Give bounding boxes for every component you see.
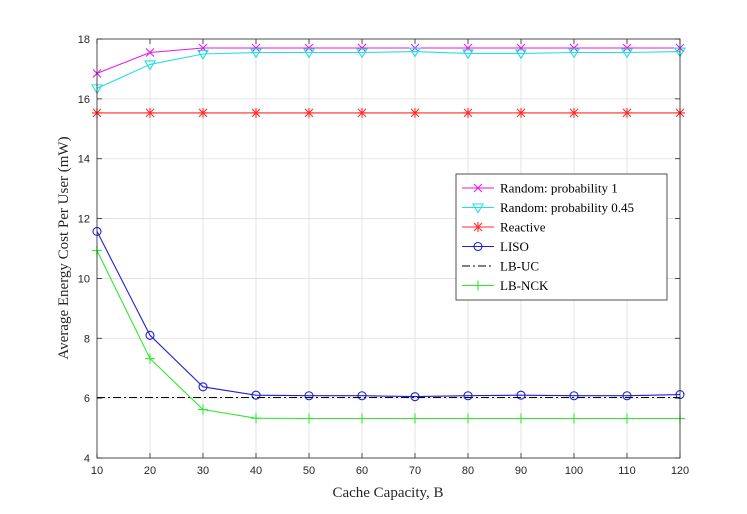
legend-label: LB-UC xyxy=(500,259,539,274)
data-point xyxy=(410,392,420,402)
data-point xyxy=(463,107,473,118)
x-tick-label: 10 xyxy=(91,465,103,477)
data-point xyxy=(303,48,315,59)
legend-item: LISO xyxy=(462,239,529,254)
x-tick-label: 40 xyxy=(250,465,262,477)
data-point xyxy=(251,390,261,400)
data-point xyxy=(198,404,208,415)
series-line xyxy=(96,51,681,89)
data-point xyxy=(463,413,473,424)
plot-frame xyxy=(96,38,681,459)
data-point xyxy=(145,107,155,118)
series-line xyxy=(96,250,680,420)
data-point xyxy=(516,413,526,424)
x-tick-label: 60 xyxy=(356,465,368,477)
data-point xyxy=(473,222,483,232)
legend-item: Random: probability 1 xyxy=(462,181,618,196)
data-point xyxy=(145,48,155,57)
data-point xyxy=(357,391,367,401)
data-point xyxy=(198,382,208,392)
data-point xyxy=(569,107,579,118)
data-point xyxy=(304,413,314,424)
data-point xyxy=(304,391,314,401)
data-point xyxy=(144,60,156,71)
x-tick-label: 120 xyxy=(671,465,689,477)
data-point xyxy=(569,43,579,53)
data-point xyxy=(473,280,483,291)
data-point xyxy=(516,107,526,118)
data-point xyxy=(250,48,262,59)
series-line xyxy=(96,47,680,74)
data-point xyxy=(356,48,368,59)
series-2 xyxy=(92,107,685,118)
y-tick-label: 18 xyxy=(78,34,90,46)
x-tick-label: 20 xyxy=(144,465,156,477)
series-line xyxy=(96,231,681,398)
data-point xyxy=(622,413,632,424)
data-point xyxy=(462,49,474,60)
data-point xyxy=(516,43,526,53)
x-tick-label: 70 xyxy=(409,465,421,477)
data-point xyxy=(622,391,632,401)
x-tick-label: 50 xyxy=(303,465,315,477)
data-point xyxy=(197,49,209,61)
data-point xyxy=(569,391,579,401)
data-point xyxy=(463,391,473,401)
legend-item: LB-NCK xyxy=(462,278,549,293)
x-tick-label: 110 xyxy=(618,465,636,477)
series-5 xyxy=(92,245,685,424)
data-point xyxy=(304,43,314,53)
data-point xyxy=(251,413,261,424)
data-point xyxy=(473,241,483,252)
legend: Random: probability 1 Random: probability… xyxy=(455,173,668,301)
ticks: 10 20 30 40 50 60 70 80 90 100 110 120 4 6 8 10 12 14 16 18 xyxy=(78,34,689,477)
y-tick-label: 16 xyxy=(78,94,90,106)
data-point xyxy=(251,107,261,118)
data-point xyxy=(198,107,208,118)
y-axis-title: Average Energy Cost Per User (mW) xyxy=(56,136,72,359)
data-point xyxy=(472,203,484,214)
legend-box xyxy=(455,173,668,301)
legend-label: Random: probability 1 xyxy=(500,181,618,196)
data-point xyxy=(409,47,421,58)
data-point xyxy=(516,390,526,400)
y-tick-label: 4 xyxy=(84,453,90,465)
data-point xyxy=(410,107,420,118)
legend-label: LISO xyxy=(500,239,529,254)
data-point xyxy=(357,413,367,424)
legend-item: LB-UC xyxy=(462,259,539,274)
y-tick-label: 8 xyxy=(84,333,90,345)
data-point xyxy=(568,48,580,59)
data-point xyxy=(622,43,632,53)
x-tick-label: 30 xyxy=(197,465,209,477)
data-point xyxy=(515,49,527,60)
x-axis-title: Cache Capacity, B xyxy=(332,485,443,501)
x-tick-label: 100 xyxy=(565,465,583,477)
data-point xyxy=(621,48,633,59)
data-point xyxy=(304,107,314,118)
legend-label: LB-NCK xyxy=(500,278,549,293)
data-point xyxy=(473,183,483,193)
x-tick-label: 80 xyxy=(462,465,474,477)
y-tick-label: 14 xyxy=(78,154,90,166)
data-point xyxy=(622,107,632,118)
data-point xyxy=(463,43,473,53)
y-tick-label: 6 xyxy=(84,393,90,405)
legend-label: Reactive xyxy=(500,220,546,235)
series-layer xyxy=(91,43,686,424)
legend-label: Random: probability 0.45 xyxy=(500,200,634,215)
data-point xyxy=(145,353,155,364)
data-point xyxy=(410,413,420,424)
data-point xyxy=(145,330,155,340)
data-point xyxy=(569,413,579,424)
legend-item: Random: probability 0.45 xyxy=(462,200,634,215)
data-point xyxy=(357,107,367,118)
x-tick-label: 90 xyxy=(515,465,527,477)
y-tick-label: 12 xyxy=(78,214,90,226)
y-tick-label: 10 xyxy=(78,273,90,285)
data-point xyxy=(357,43,367,53)
data-point xyxy=(251,43,261,53)
legend-item: Reactive xyxy=(462,220,546,235)
